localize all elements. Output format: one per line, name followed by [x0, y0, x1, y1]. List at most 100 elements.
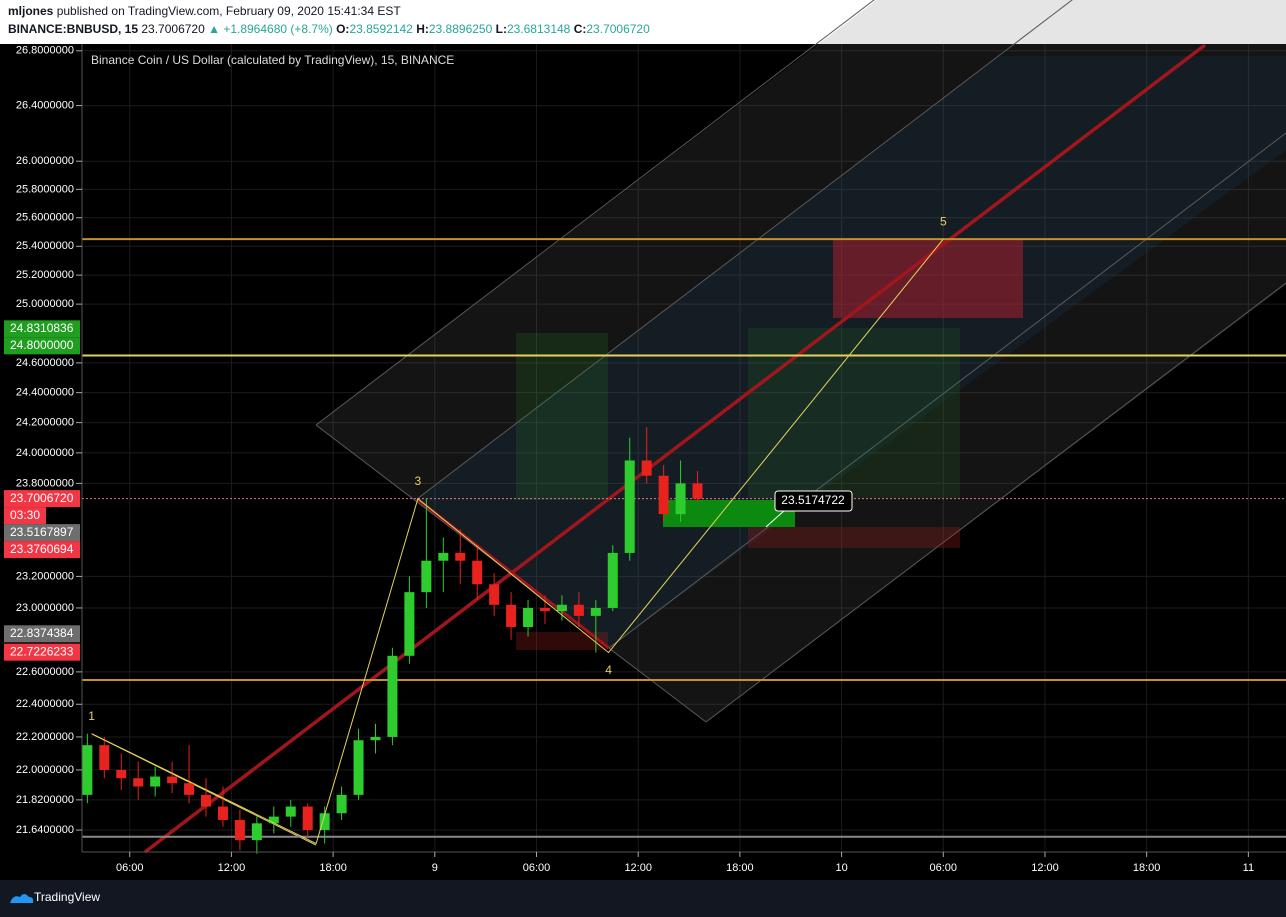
author: mljones — [8, 4, 54, 18]
wave-line — [91, 238, 944, 845]
wave-label: 1 — [88, 709, 95, 723]
y-tick-label: 22.6000000 — [16, 666, 74, 678]
brand: TradingView — [34, 890, 100, 904]
candle-body — [167, 776, 178, 784]
candle-body — [590, 607, 601, 616]
candle-body — [489, 584, 500, 605]
candle-body — [217, 806, 228, 820]
y-tick-label: 22.0000000 — [16, 764, 74, 776]
candle-body — [150, 776, 161, 787]
x-tick-label: 9 — [432, 862, 438, 874]
x-tick-label: 18:00 — [1133, 862, 1161, 874]
target-zone — [748, 328, 960, 498]
candle-body — [99, 745, 110, 770]
y-tick-label: 23.2000000 — [16, 570, 74, 582]
ticker: BINANCE:BNBUSD, 15 — [8, 22, 138, 36]
candle-body — [285, 806, 296, 817]
candle-body — [116, 769, 127, 779]
y-tick-label: 24.4000000 — [16, 387, 74, 399]
ohlc-label: L: — [496, 22, 507, 36]
header-bar — [0, 0, 1286, 44]
candle-body — [268, 816, 279, 824]
price-tag-label: 24.8000000 — [10, 338, 74, 352]
x-tick-label: 12:00 — [624, 862, 652, 874]
candle-body — [692, 483, 703, 499]
y-tick-label: 22.4000000 — [16, 698, 74, 710]
candle-body — [455, 552, 466, 561]
price-tag — [4, 337, 80, 355]
candle-body — [353, 740, 364, 795]
ohlc-value: 23.8896250 — [429, 22, 493, 36]
candle-body — [539, 607, 550, 612]
countdown-tag — [4, 507, 46, 525]
candle-body — [184, 783, 195, 795]
price-tag-label: 23.5167897 — [10, 525, 74, 539]
grid — [82, 44, 1286, 852]
x-tick-label: 18:00 — [726, 862, 754, 874]
y-tick-label: 23.8000000 — [16, 477, 74, 489]
x-tick-label: 06:00 — [930, 862, 958, 874]
candle-body — [556, 604, 567, 612]
y-tick-label: 25.4000000 — [16, 240, 74, 252]
candle-body — [370, 736, 381, 741]
channel — [316, 0, 1286, 722]
candle-body — [573, 604, 584, 616]
countdown: 03:30 — [10, 508, 40, 522]
ohlc-value: 23.7006720 — [586, 22, 650, 36]
candle-body — [319, 813, 330, 831]
x-tick-label: 10 — [835, 862, 847, 874]
y-tick-label: 24.0000000 — [16, 447, 74, 459]
candle-body — [201, 794, 212, 807]
wave-label: 4 — [605, 663, 612, 677]
ohlc-label: O: — [336, 22, 349, 36]
ohlc-value: 23.6813148 — [507, 22, 571, 36]
callout-box — [774, 490, 853, 512]
candle-body — [336, 794, 347, 814]
y-tick-label: 26.8000000 — [16, 45, 74, 57]
price-tag — [4, 524, 80, 542]
stop-zone — [516, 632, 608, 650]
price-tag — [4, 643, 80, 661]
candle-body — [251, 823, 262, 841]
y-tick-label: 25.2000000 — [16, 269, 74, 281]
last-price: 23.7006720 — [141, 22, 205, 36]
price-tag — [4, 490, 80, 508]
y-tick-label: 24.2000000 — [16, 417, 74, 429]
y-tick-label: 21.6400000 — [16, 824, 74, 836]
candle-body — [421, 560, 432, 593]
y-axis-panel — [0, 44, 82, 880]
candle-body — [641, 460, 652, 476]
wave-label: 5 — [940, 214, 947, 228]
candle-body — [438, 552, 449, 561]
price-tag-label: 24.8310836 — [10, 321, 74, 335]
candle-body — [472, 560, 483, 585]
candle-body — [234, 819, 245, 841]
symbol-line: BINANCE:BNBUSD, 15 23.7006720 ▲ +1.89646… — [8, 22, 650, 36]
x-tick-label: 18:00 — [319, 862, 347, 874]
y-tick-label: 26.0000000 — [16, 155, 74, 167]
y-tick-label: 24.6000000 — [16, 357, 74, 369]
x-tick-label: 12:00 — [218, 862, 246, 874]
chart-title: Binance Coin / US Dollar (calculated by … — [91, 53, 454, 67]
y-tick-label: 23.0000000 — [16, 602, 74, 614]
published-line: mljones published on TradingView.com, Fe… — [8, 4, 401, 18]
candle-body — [523, 607, 534, 628]
x-tick-label: 11 — [1243, 862, 1254, 874]
y-tick-label: 25.0000000 — [16, 298, 74, 310]
price-tag-label: 22.8374384 — [10, 626, 74, 640]
price-tag-label: 22.7226233 — [10, 644, 74, 658]
change: ▲ +1.8964680 (+8.7%) — [208, 22, 333, 36]
y-tick-label: 21.8200000 — [16, 794, 74, 806]
y-tick-label: 25.8000000 — [16, 183, 74, 195]
candle-body — [675, 483, 686, 515]
candle-body — [302, 806, 313, 831]
candle-body — [658, 475, 669, 515]
candle-body — [624, 460, 635, 553]
stop-zone — [748, 527, 960, 548]
price-tag — [4, 320, 80, 338]
price-tag-label: 23.7006720 — [10, 491, 74, 505]
price-tag-label: 23.3760694 — [10, 542, 74, 556]
plot: 1 3 4 5 23.5174722 — [82, 214, 1286, 854]
ohlc-value: 23.8592142 — [349, 22, 413, 36]
